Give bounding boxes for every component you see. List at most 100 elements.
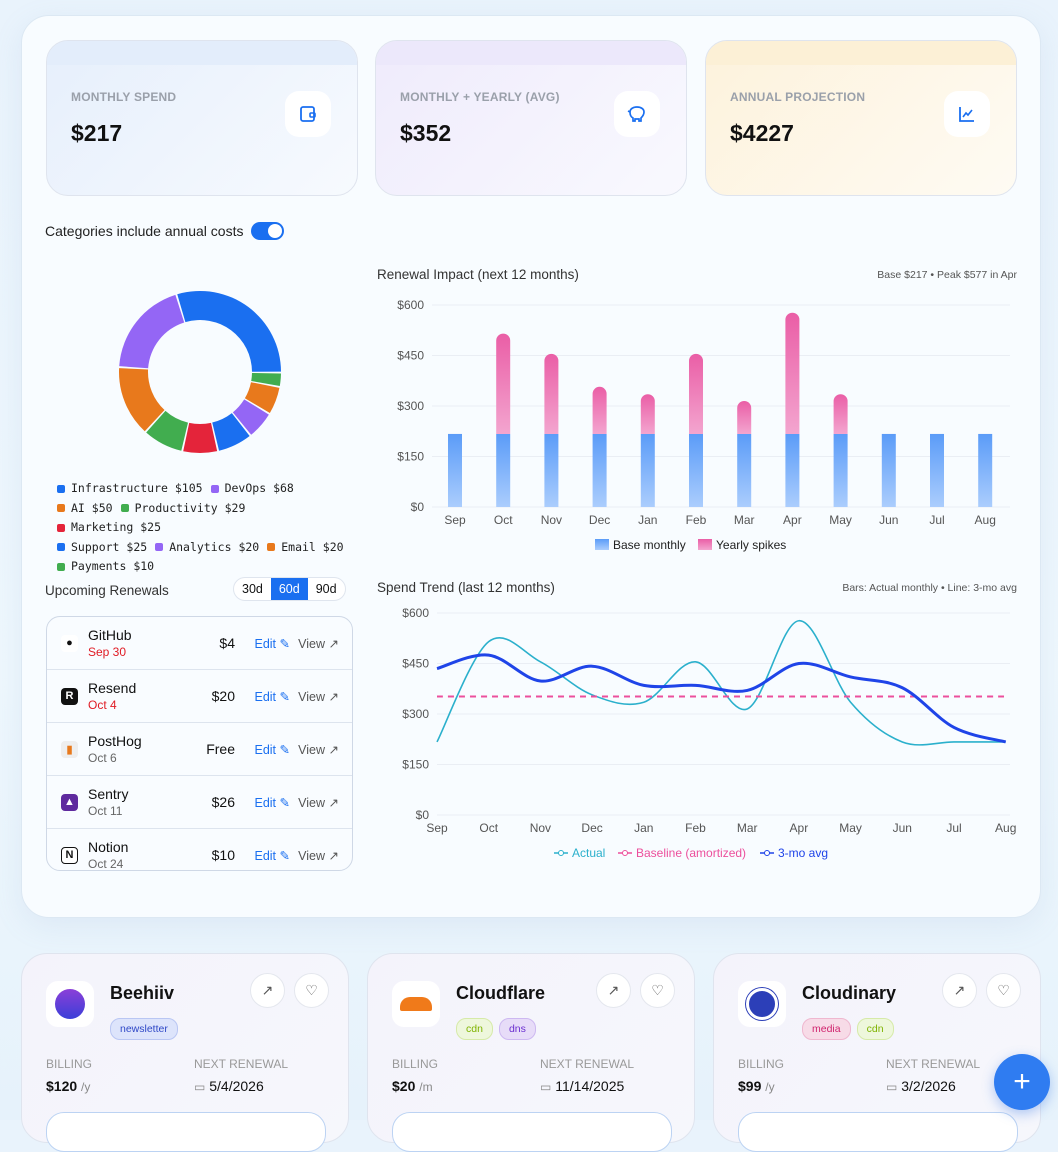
bar-base-jun <box>881 433 896 507</box>
cloudinary-logo <box>738 981 786 1027</box>
renewal-date: Sep 30 <box>88 645 127 659</box>
annual-costs-toggle[interactable] <box>251 222 285 240</box>
y-tick-label: $600 <box>397 298 424 312</box>
subscription-name: Beehiiv <box>110 983 175 1003</box>
donut-slice-infrastructure <box>177 291 281 372</box>
bar-spike-oct <box>496 333 511 434</box>
view-link[interactable]: View ↗ <box>298 689 339 704</box>
tag-cdn[interactable]: cdn <box>456 1018 493 1040</box>
card-action-button[interactable] <box>392 1112 672 1152</box>
view-label: View <box>298 636 326 651</box>
edit-link[interactable]: Edit ✎ <box>254 848 290 863</box>
sentry-icon: ▲ <box>61 793 78 811</box>
external-link-icon: ↗ <box>328 689 339 704</box>
tag-dns[interactable]: dns <box>498 1018 536 1040</box>
tag-newsletter[interactable]: newsletter <box>110 1018 178 1040</box>
x-tick-label: Oct <box>479 821 498 835</box>
edit-link[interactable]: Edit ✎ <box>254 636 290 651</box>
legend-marker <box>558 850 564 856</box>
billing-value: $20 /m <box>392 1078 433 1094</box>
x-tick-label: Sep <box>444 513 466 527</box>
annual-costs-toggle-row: Categories include annual costs <box>45 222 285 240</box>
renewal-price: $4 <box>219 635 235 651</box>
legend-name: Infrastructure <box>71 481 168 495</box>
edit-link[interactable]: Edit ✎ <box>254 795 290 810</box>
legend-label: Baseline (amortized) <box>636 846 746 860</box>
y-tick-label: $0 <box>416 808 430 822</box>
view-label: View <box>298 742 326 757</box>
x-tick-label: Apr <box>790 821 809 835</box>
legend-value: $10 <box>133 559 155 573</box>
renewal-name: GitHub <box>88 627 132 643</box>
legend-label: Actual <box>572 846 605 860</box>
legend-item: Infrastructure $105 <box>57 479 203 498</box>
bar-spike-nov <box>544 353 559 434</box>
open-link-button[interactable]: ↗ <box>250 973 285 1008</box>
y-tick-label: $300 <box>397 399 424 413</box>
range-60d[interactable]: 60d <box>270 578 308 600</box>
x-tick-label: Oct <box>494 513 513 527</box>
favorite-button[interactable]: ♡ <box>986 973 1021 1008</box>
bar-spike-may <box>833 394 848 434</box>
pencil-icon: ✎ <box>279 795 290 810</box>
renewal-name: Notion <box>88 839 129 855</box>
renewals-list[interactable]: ● GitHub Sep 30 $4 Edit ✎ View ↗ R Resen… <box>46 616 353 871</box>
legend-name: Support <box>71 539 120 554</box>
x-tick-label: Feb <box>686 513 707 527</box>
legend-item: AI $50 <box>57 499 113 518</box>
open-link-button[interactable]: ↗ <box>942 973 977 1008</box>
calendar-icon: ▭ <box>540 1080 552 1094</box>
x-tick-label: Sep <box>426 821 448 835</box>
x-tick-label: Jun <box>879 513 898 527</box>
legend-value: $20 <box>238 539 260 554</box>
renewal-impact-chart: $0 $150 $300 $450 $600 Sep Oct Nov Dec Jan Feb Mar A… <box>397 298 1010 552</box>
legend-item: Support $25 <box>57 538 147 557</box>
x-tick-label: Nov <box>530 821 551 835</box>
range-90d[interactable]: 90d <box>315 582 337 596</box>
favorite-button[interactable]: ♡ <box>294 973 329 1008</box>
legend-value: $29 <box>224 500 246 515</box>
edit-link[interactable]: Edit ✎ <box>254 689 290 704</box>
renewal-row: ▮ PostHog Oct 6 Free Edit ✎ View ↗ <box>47 723 352 776</box>
renewal-value: ▭ 11/14/2025 <box>540 1078 624 1094</box>
view-link[interactable]: View ↗ <box>298 636 339 651</box>
tag-media[interactable]: media <box>802 1018 851 1040</box>
tag-cdn[interactable]: cdn <box>856 1018 894 1040</box>
legend-swatch <box>57 504 65 512</box>
pencil-icon: ✎ <box>279 636 290 651</box>
view-link[interactable]: View ↗ <box>298 848 339 863</box>
category-legend: Infrastructure $105 DevOps $68 AI $50 Produ… <box>57 479 357 577</box>
add-subscription-button[interactable]: + <box>994 1054 1050 1110</box>
view-link[interactable]: View ↗ <box>298 795 339 810</box>
donut-slice-marketing <box>183 422 218 453</box>
category-donut-chart <box>119 291 281 453</box>
edit-link[interactable]: Edit ✎ <box>254 742 290 757</box>
y-tick-label: $300 <box>402 707 429 721</box>
legend-name: AI <box>71 500 85 515</box>
legend-value: $25 <box>126 539 148 554</box>
stat-value: $352 <box>400 120 452 146</box>
donut-slice-payments <box>251 372 281 386</box>
heart-icon: ♡ <box>997 982 1010 998</box>
renewal-date: Oct 24 <box>88 857 124 871</box>
bar-spike-mar <box>737 400 752 434</box>
renewal-date: Oct 4 <box>88 698 117 712</box>
next-renewal-label: NEXT RENEWAL <box>886 1057 981 1071</box>
favorite-button[interactable]: ♡ <box>640 973 675 1008</box>
view-link[interactable]: View ↗ <box>298 742 339 757</box>
donut-slice-analytics <box>232 399 269 435</box>
card-action-button[interactable] <box>738 1112 1018 1152</box>
bar-spike-apr <box>785 312 800 434</box>
subscription-name: Cloudinary <box>802 983 897 1003</box>
range-30d[interactable]: 30d <box>242 582 263 596</box>
legend-label: 3-mo avg <box>778 846 828 860</box>
card-action-button[interactable] <box>46 1112 326 1152</box>
billing-value: $99 /y <box>738 1078 775 1094</box>
open-link-button[interactable]: ↗ <box>596 973 631 1008</box>
renewal-row: ▲ Sentry Oct 11 $26 Edit ✎ View ↗ <box>47 776 352 829</box>
renewal-impact-title: Renewal Impact (next 12 months) <box>377 267 579 282</box>
stat-label: MONTHLY + YEARLY (AVG) <box>400 90 560 104</box>
renewal-row: R Resend Oct 4 $20 Edit ✎ View ↗ <box>47 670 352 723</box>
donut-slice-ai <box>119 368 165 432</box>
legend-swatch <box>155 543 164 551</box>
